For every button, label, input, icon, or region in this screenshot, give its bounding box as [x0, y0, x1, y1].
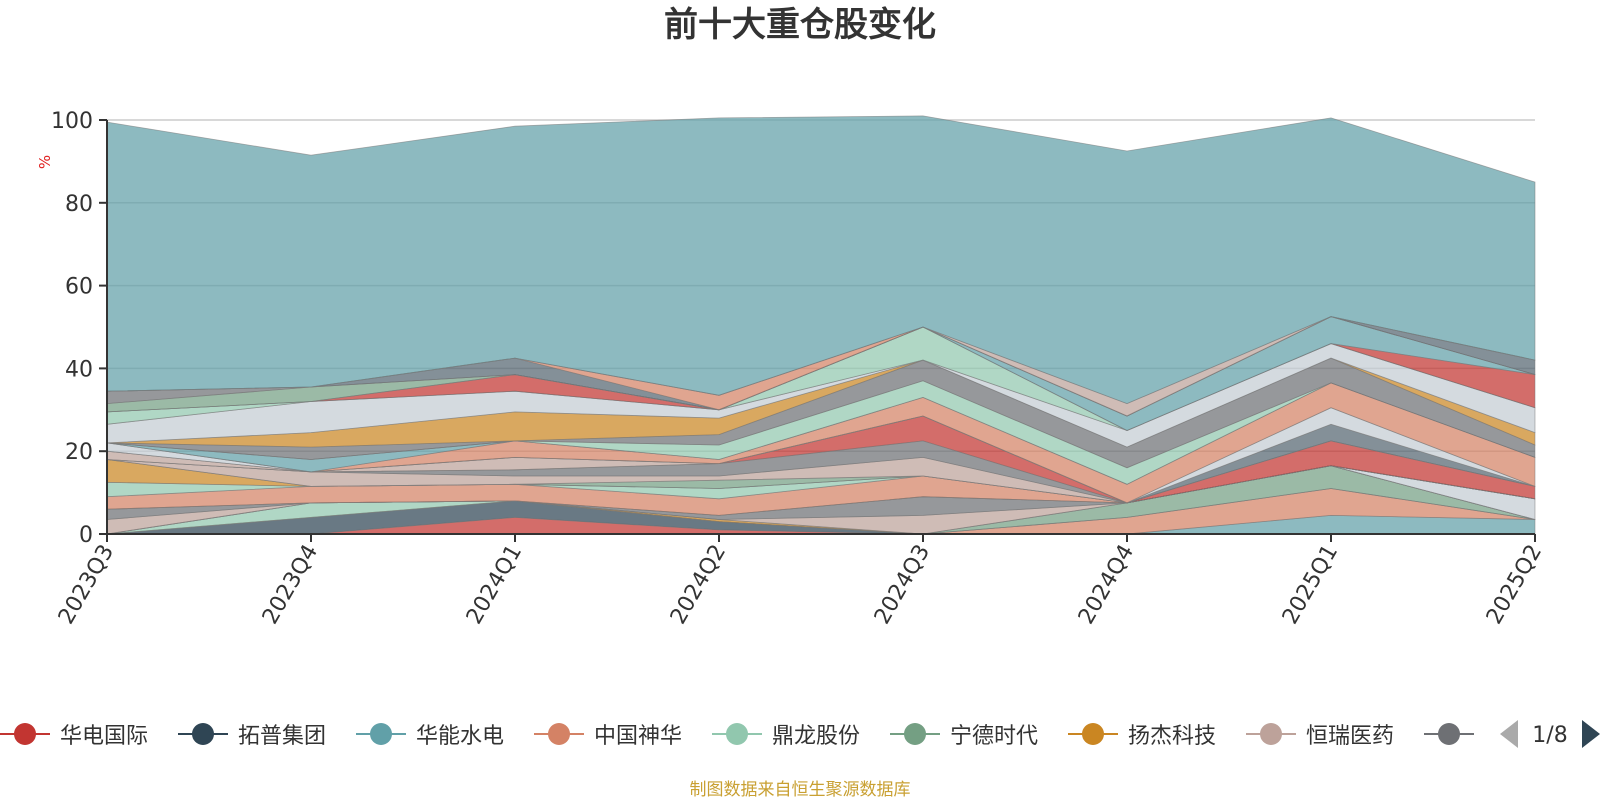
axes — [106, 120, 1535, 535]
legend-pager: 1/8 — [1500, 720, 1600, 748]
x-axis-ticks: 2023Q3 2023Q4 2024Q1 2024Q2 2024Q3 2024Q4 2025… — [54, 534, 1547, 629]
legend-label: 鼎龙股份 — [772, 724, 860, 749]
legend-marker-icon — [726, 723, 748, 745]
x-tick-label: 2025Q1 — [1278, 541, 1343, 629]
legend-label: 宁德时代 — [950, 724, 1038, 749]
legend-item[interactable]: 中国神华 — [534, 723, 682, 749]
x-tick-label: 2025Q2 — [1482, 541, 1547, 629]
legend-label: 恒瑞医药 — [1306, 724, 1394, 749]
legend-label: 中国神华 — [594, 724, 682, 749]
legend-item[interactable]: 华能水电 — [356, 723, 504, 749]
legend-marker-icon — [1438, 723, 1460, 745]
legend: 华电国际 拓普集团 华能水电 中国神华 鼎龙股份 宁德时代 扬杰科技 恒瑞医药 — [0, 723, 1474, 749]
legend-prev-arrow-icon[interactable] — [1500, 720, 1518, 748]
legend-label: 华能水电 — [416, 724, 504, 749]
x-tick-label: 2023Q3 — [54, 541, 119, 629]
x-tick-label: 2024Q1 — [462, 541, 527, 629]
legend-marker-icon — [1260, 723, 1282, 745]
y-tick-label: 100 — [51, 109, 93, 134]
legend-label: 华电国际 — [60, 724, 148, 749]
y-tick-label: 40 — [65, 357, 93, 382]
legend-next-arrow-icon[interactable] — [1582, 720, 1600, 748]
y-axis-unit: % — [36, 155, 54, 169]
y-axis-ticks: 0 20 40 60 80 100 — [51, 109, 107, 548]
y-tick-label: 60 — [65, 275, 93, 300]
legend-item[interactable]: 华电国际 — [0, 723, 148, 749]
legend-marker-icon — [14, 723, 36, 745]
legend-marker-icon — [1082, 723, 1104, 745]
legend-label: 扬杰科技 — [1128, 724, 1216, 749]
chart-title: 前十大重仓股变化 — [664, 5, 936, 45]
legend-item[interactable]: 宁德时代 — [890, 723, 1038, 749]
area-series-35[interactable] — [106, 115, 1536, 405]
legend-item[interactable] — [1424, 723, 1474, 745]
legend-marker-icon — [370, 723, 392, 745]
legend-item[interactable]: 鼎龙股份 — [712, 723, 860, 749]
legend-marker-icon — [904, 723, 926, 745]
y-tick-label: 20 — [65, 440, 93, 465]
y-tick-label: 0 — [79, 523, 93, 548]
y-tick-label: 80 — [65, 192, 93, 217]
x-tick-label: 2024Q2 — [666, 541, 731, 629]
x-tick-label: 2024Q4 — [1074, 541, 1139, 629]
x-tick-label: 2023Q4 — [258, 541, 323, 629]
legend-item[interactable]: 扬杰科技 — [1068, 723, 1216, 749]
legend-marker-icon — [192, 723, 214, 745]
data-source-note: 制图数据来自恒生聚源数据库 — [690, 780, 911, 800]
legend-label: 拓普集团 — [238, 724, 326, 749]
legend-item[interactable]: 拓普集团 — [178, 723, 326, 749]
legend-item[interactable]: 恒瑞医药 — [1246, 723, 1394, 749]
legend-page-indicator: 1/8 — [1532, 723, 1567, 748]
legend-marker-icon — [548, 723, 570, 745]
x-tick-label: 2024Q3 — [870, 541, 935, 629]
area-series-group — [106, 115, 1536, 535]
